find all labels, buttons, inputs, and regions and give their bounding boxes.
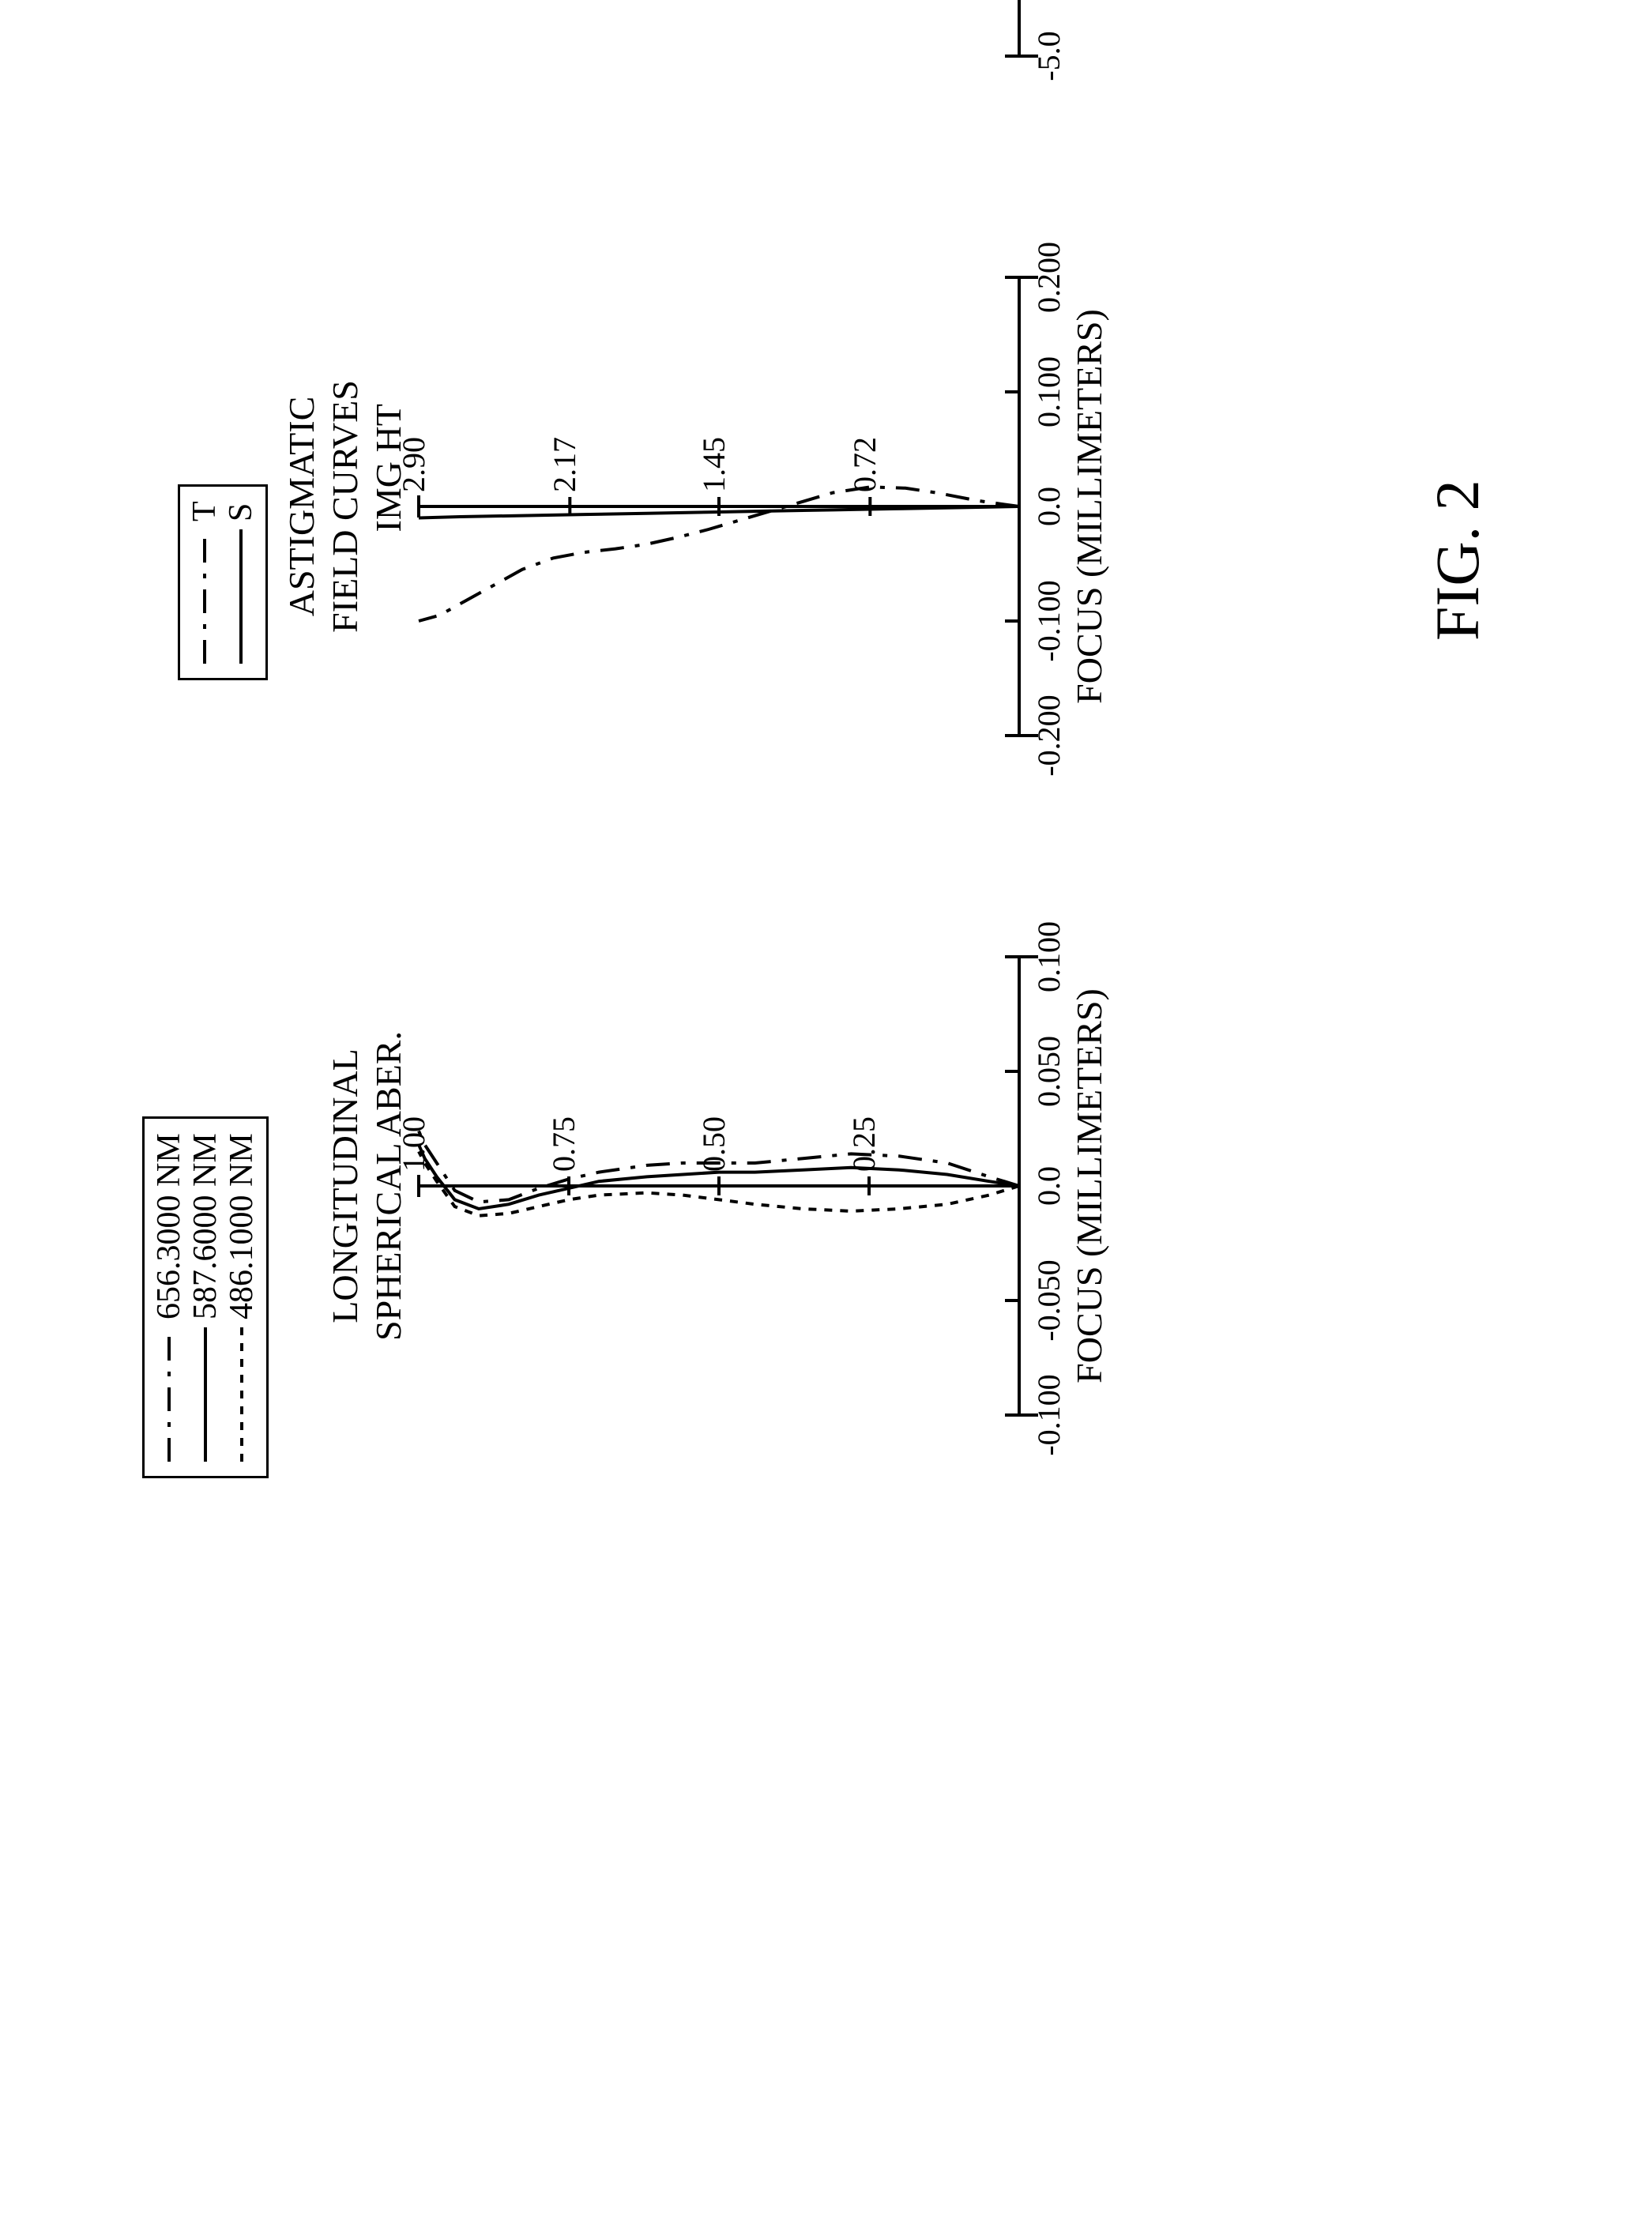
xtick-label: 0.0 [1030,1139,1067,1233]
ytick-label: 0.75 [545,1116,582,1172]
legend-line-sample [224,1327,260,1462]
chart2-plot [419,277,1082,736]
legend-row: 486.1000 NM [224,1133,260,1462]
xtick-label: -5.0 [1030,9,1067,104]
chart-distortion: DISTORTION IMG HT % DISTORTION -5.0-2.50… [419,0,1019,56]
ytick-label: 1.45 [695,437,732,492]
xtick-label: -0.050 [1030,1253,1067,1348]
landscape-canvas: 656.3000 NM587.6000 NM486.1000 NM TS LON… [0,0,1652,1652]
legend-label: S [222,503,260,529]
figure-caption: FIG. 2 [1422,480,1493,641]
ytick-label: 0.25 [845,1116,882,1172]
legend-line-sample [186,529,223,664]
chart2-xlabel: FOCUS (MILLIMETERS) [1068,309,1110,704]
legend-label: 587.6000 NM [186,1133,224,1327]
legend-ts: TS [178,484,268,680]
legend-label: T [186,501,224,529]
legend-row: 587.6000 NM [187,1133,224,1462]
chart1-plot [419,957,1082,1415]
xtick-label: 0.200 [1030,230,1067,325]
chart3-plot [419,0,1082,56]
legend-row: S [223,501,259,664]
ytick-label: 0.50 [695,1116,732,1172]
chart-longitudinal-spherical-aberration: LONGITUDINAL SPHERICAL ABER. FOCUS (MILL… [419,957,1019,1415]
ytick-label: 1.00 [395,1116,432,1172]
xtick-label: 0.100 [1030,344,1067,439]
chart1-xlabel: FOCUS (MILLIMETERS) [1068,988,1110,1383]
xtick-label: 0.0 [1030,459,1067,554]
legend-wavelengths: 656.3000 NM587.6000 NM486.1000 NM [142,1116,269,1478]
chart1-title-line2: SPHERICAL ABER. [367,1031,409,1341]
xtick-label: -0.200 [1030,688,1067,783]
xtick-label: 0.100 [1030,909,1067,1004]
legend-line-sample [223,529,259,664]
legend-line-sample [151,1327,187,1462]
chart1-title-line1: LONGITUDINAL [324,1048,366,1323]
ytick-label: 2.17 [546,437,583,492]
xtick-label: -0.100 [1030,574,1067,668]
legend-row: 656.3000 NM [151,1133,187,1462]
chart-astigmatic-field-curves: ASTIGMATIC FIELD CURVES IMG HT FOCUS (MI… [419,277,1019,736]
ytick-label: 0.72 [846,437,883,492]
chart2-title-line1: ASTIGMATIC [280,397,322,617]
xtick-label: -0.100 [1030,1368,1067,1462]
legend-line-sample [187,1327,224,1462]
legend-row: T [186,501,223,664]
legend-label: 486.1000 NM [223,1133,261,1327]
xtick-label: 0.050 [1030,1024,1067,1119]
ytick-label: 2.90 [395,437,432,492]
legend-label: 656.3000 NM [150,1133,188,1327]
chart2-title-line2: FIELD CURVES [324,380,366,633]
